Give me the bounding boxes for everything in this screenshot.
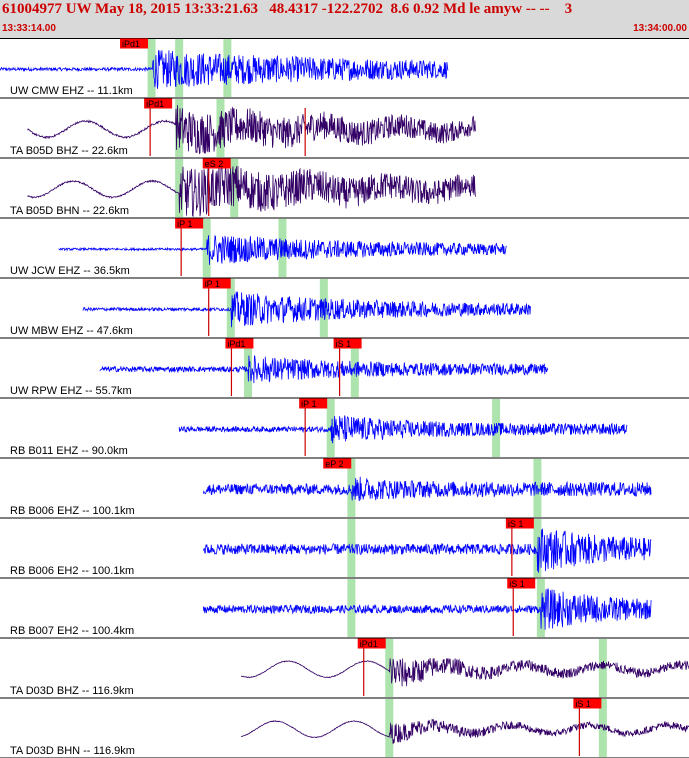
pick-label-box (333, 338, 362, 349)
waveform-trace (27, 163, 476, 218)
waveform-trace (240, 718, 689, 745)
station-label: TA B05D BHZ -- 22.6km (10, 145, 128, 157)
pick-label: iPd1 (360, 639, 378, 649)
pick-label: iPd1 (227, 339, 245, 349)
station-label: TA B05D BHN -- 22.6km (10, 205, 129, 217)
pick-label-box (299, 398, 328, 409)
predicted-arrival-band (533, 519, 542, 577)
pick-label-box (323, 458, 352, 469)
predicted-arrival-band (347, 459, 356, 517)
seismogram-panel[interactable]: iPd1 UW CMW EHZ -- 11.1km iPd1 TA B05D BHZ … (0, 38, 689, 758)
pick-label: eS 2 (205, 159, 224, 169)
event-title: 61004977 UW May 18, 2015 13:33:21.63 48.… (2, 1, 573, 17)
predicted-arrival-band (385, 699, 394, 757)
waveform-trace (202, 588, 652, 630)
pick-label: iP 1 (177, 219, 192, 229)
predicted-arrival-band (385, 639, 394, 697)
event-header: 61004977 UW May 18, 2015 13:33:21.63 48.… (0, 0, 689, 39)
waveform-trace (0, 50, 449, 89)
waveform-trace (27, 105, 476, 155)
station-label: RB B007 EH2 -- 100.4km (10, 625, 134, 637)
predicted-arrival-band (230, 159, 239, 217)
waveform-trace (58, 234, 507, 265)
station-label: RB B006 EHZ -- 100.1km (10, 505, 135, 517)
station-label: RB B006 EH2 -- 100.1km (10, 565, 134, 577)
predicted-arrival-band (175, 39, 184, 97)
pick-label-box (202, 278, 231, 289)
pick-label-box (175, 218, 204, 229)
station-label: UW RPW EHZ -- 55.7km (10, 385, 132, 397)
predicted-arrival-band (175, 159, 184, 217)
station-label: TA D03D BHZ -- 116.9km (10, 685, 134, 697)
time-start-label: 13:33:14.00 (2, 23, 56, 34)
pick-label-box (507, 578, 536, 589)
predicted-arrival-band (244, 339, 253, 397)
pick-label-box (505, 518, 534, 529)
pick-label: iP 1 (205, 279, 220, 289)
station-label: TA D03D BHN -- 116.9km (10, 745, 135, 757)
station-label: UW JCW EHZ -- 36.5km (10, 265, 130, 277)
station-label: UW CMW EHZ -- 11.1km (10, 85, 133, 97)
pick-label: iPd1 (122, 39, 140, 49)
pick-label: iPd1 (146, 99, 164, 109)
pick-label-box (202, 158, 231, 169)
waveform-trace (202, 528, 652, 573)
waveform-trace (99, 354, 549, 384)
pick-label: iS 1 (508, 519, 524, 529)
pick-label: eP 2 (325, 459, 343, 469)
pick-label: iS 1 (575, 699, 591, 709)
waveform-trace (241, 657, 689, 687)
pick-label: iS 1 (336, 339, 352, 349)
predicted-arrival-band (536, 579, 545, 637)
waveform-trace (202, 476, 652, 502)
station-label: RB B011 EHZ -- 90.0km (10, 445, 128, 457)
pick-label-box (144, 98, 173, 109)
waveform-trace (82, 291, 531, 328)
pick-label: iS 1 (509, 579, 525, 589)
waveform-trace (178, 415, 628, 444)
station-label: UW MBW EHZ -- 47.6km (10, 325, 133, 337)
pick-label-box (573, 698, 602, 709)
time-end-label: 13:34:00.00 (633, 23, 687, 34)
pick-label-box (120, 38, 149, 49)
pick-label-box (225, 338, 254, 349)
pick-label: iP 1 (301, 399, 316, 409)
pick-label-box (357, 638, 386, 649)
